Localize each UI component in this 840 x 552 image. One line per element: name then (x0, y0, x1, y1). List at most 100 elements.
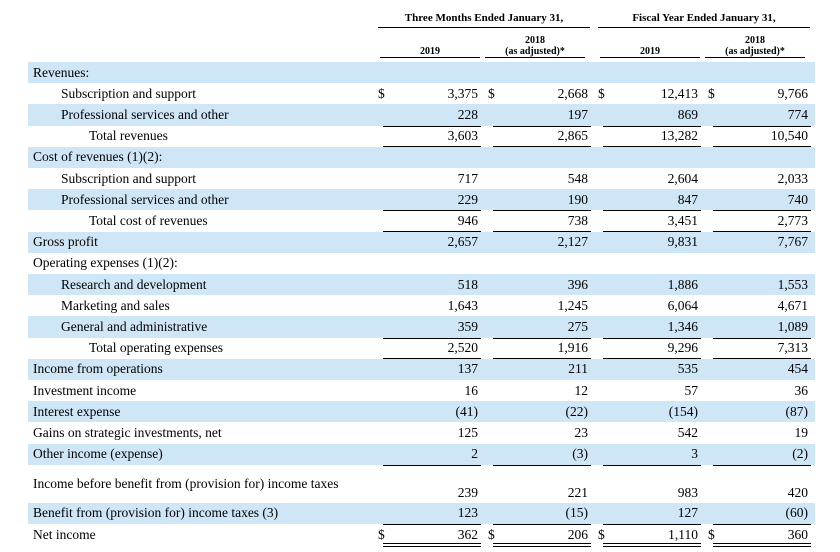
value: 847 (677, 191, 698, 207)
value-cell: (87) (705, 401, 815, 422)
value: 197 (567, 106, 588, 122)
value-cell: 137 (375, 359, 485, 380)
value: 57 (684, 382, 699, 398)
value: 738 (567, 212, 588, 228)
currency-symbol: $ (708, 526, 715, 542)
value: 6,064 (667, 297, 698, 313)
row-label: Gross profit (28, 232, 375, 253)
table-row: Professional services and other 228 197 869… (28, 104, 815, 126)
value: 2,604 (667, 170, 698, 186)
table-row: Benefit from (provision for) income taxe… (28, 502, 815, 524)
value-cell: 847 (595, 189, 705, 210)
value-cell: 6,064 (595, 295, 705, 316)
row-label-text: Gains on strategic investments, net (33, 424, 222, 440)
value-cell: (2) (705, 444, 815, 465)
value-cell: 57 (595, 380, 705, 401)
value-cell: 2,127 (485, 232, 595, 253)
table-row: Research and development 518 396 1,886 1,553 (28, 274, 815, 296)
row-label-text: Gross profit (33, 234, 98, 250)
value: 7,767 (777, 234, 808, 250)
table-row: Interest expense (41) (22) (154) (87) (28, 401, 815, 423)
value: 1,916 (557, 340, 588, 356)
value-cell (485, 62, 595, 83)
value-cell: (22) (485, 401, 595, 422)
value-cell: 869 (595, 104, 705, 125)
value-cell: $2,668 (485, 83, 595, 104)
row-label: Professional services and other (28, 104, 375, 125)
row-label-text: Other income (expense) (33, 446, 163, 462)
row-label-text: Cost of revenues (1)(2): (33, 149, 163, 165)
row-label: Total cost of revenues (28, 210, 375, 231)
value-cell: 7,313 (705, 337, 815, 359)
value: 1,643 (447, 297, 478, 313)
value: 2,668 (557, 85, 588, 101)
rule-line (383, 337, 481, 339)
value-cell: 542 (595, 422, 705, 443)
row-label-text: Interest expense (33, 403, 121, 419)
rule-line (603, 125, 701, 127)
value: 2,127 (557, 234, 588, 250)
value-cell (595, 147, 705, 168)
value-cell (375, 62, 485, 83)
value: 946 (457, 212, 478, 228)
column-year: 2018 (525, 35, 545, 46)
value-cell: 2,865 (485, 125, 595, 147)
row-label: Total revenues (28, 126, 375, 147)
value-cell: 740 (705, 189, 815, 210)
value: (41) (455, 403, 479, 419)
value-cell: 127 (595, 503, 705, 524)
value-cell: 7,767 (705, 232, 815, 253)
row-label-text: Investment income (33, 382, 137, 398)
value-cell: 125 (375, 422, 485, 443)
row-label: Revenues: (28, 62, 375, 83)
rule-line (603, 337, 701, 339)
value-cell (705, 253, 815, 274)
value: 983 (677, 484, 698, 500)
rule-line (383, 543, 481, 545)
value: 454 (787, 361, 808, 377)
value-cell: (154) (595, 401, 705, 422)
value: 221 (567, 484, 588, 500)
value-cell: $360 (705, 524, 815, 548)
value-cell: 19 (705, 422, 815, 443)
value: 19 (794, 424, 809, 440)
row-label: Other income (expense) (28, 444, 375, 465)
value-cell: 535 (595, 359, 705, 380)
table-row: Other income (expense) 2 (3) 3 (2) (28, 443, 815, 465)
value: 228 (457, 106, 478, 122)
row-label: Marketing and sales (28, 295, 375, 316)
value: 206 (567, 526, 588, 542)
value: 190 (567, 191, 588, 207)
column-header: 2019 (600, 33, 700, 58)
value: 4,671 (777, 297, 808, 313)
value: 1,346 (667, 318, 698, 334)
rule-line (383, 145, 481, 147)
rule-line (603, 543, 701, 545)
value-cell: 23 (485, 422, 595, 443)
currency-symbol: $ (488, 85, 495, 101)
rule-line (493, 125, 591, 127)
value-cell: 13,282 (595, 125, 705, 147)
value: 16 (464, 382, 479, 398)
table-row: Subscription and support $3,375 $2,668 $12,… (28, 83, 815, 104)
table-row: Operating expenses (1)(2): (28, 253, 815, 274)
value: 1,110 (668, 526, 698, 542)
column-header: 2018 (as adjusted)* (485, 33, 585, 58)
value: 229 (457, 191, 478, 207)
value: 7,313 (777, 340, 808, 356)
column-year: 2019 (420, 46, 440, 57)
value-cell: 1,916 (485, 337, 595, 359)
row-label-text: Total cost of revenues (89, 212, 208, 228)
table-row: Gains on strategic investments, net 125 23… (28, 422, 815, 443)
value-cell: 1,553 (705, 274, 815, 295)
value: 127 (677, 505, 698, 521)
value-cell (485, 147, 595, 168)
value-cell: 2,773 (705, 210, 815, 232)
value: 362 (457, 526, 478, 542)
column-header: 2018 (as adjusted)* (705, 33, 805, 58)
value-cell: 518 (375, 274, 485, 295)
value: 36 (794, 382, 809, 398)
value-cell: 228 (375, 104, 485, 125)
value-cell: 3 (595, 444, 705, 465)
